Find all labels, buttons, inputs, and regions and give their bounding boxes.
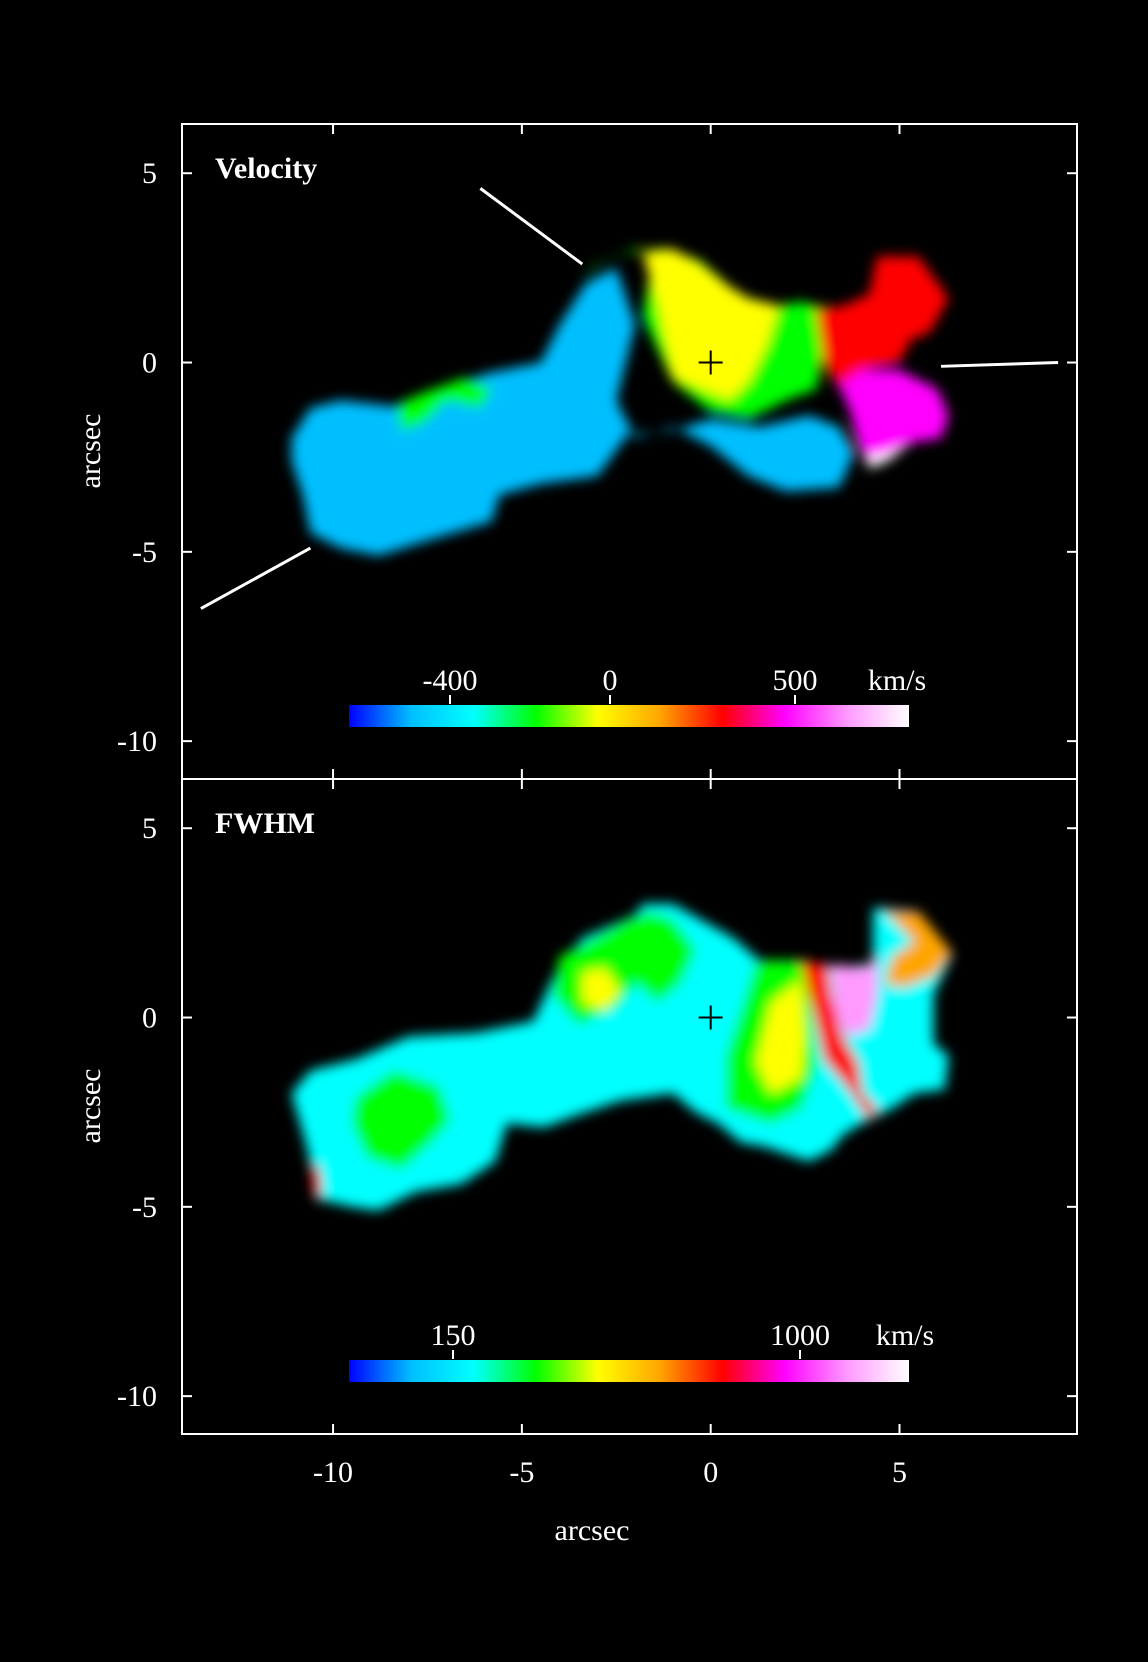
nucleus-cross-marker (698, 350, 723, 375)
map-region-blue-southwest (291, 267, 855, 556)
fwhm-panel-title: FWHM (215, 807, 315, 840)
map-region-orange-knot (582, 968, 621, 1010)
colorbar-unit-label: km/s (876, 1319, 934, 1352)
slit-line (200, 546, 312, 610)
colorbar-tick-label: 150 (431, 1319, 476, 1352)
colorbar-tick-label: 500 (773, 664, 818, 697)
velocity-colorbar (349, 705, 909, 727)
slit-line (941, 361, 1059, 368)
map-region-yellow-north (552, 911, 654, 1026)
x-tick-label: -10 (313, 1456, 353, 1489)
velocity-map (291, 248, 949, 556)
map-region-green-north (631, 911, 696, 1003)
map-region-green-knot (397, 377, 492, 431)
y-tick-label: -10 (117, 1380, 157, 1413)
fwhm-colorbar-labels: 150 1000 km/s (431, 1319, 934, 1359)
velocity-axis-ticks: 5 0 -5 -10 (117, 124, 1077, 779)
slit-line (479, 187, 584, 266)
map-region-green-southwest (351, 1070, 451, 1169)
map-region-white-east (831, 956, 877, 1037)
fwhm-y-axis-label: arcsec (74, 1069, 107, 1144)
y-tick-label: -5 (132, 1191, 157, 1224)
velocity-y-axis-label: arcsec (74, 414, 107, 489)
map-region-red-southwest-edge (310, 1165, 322, 1200)
map-region-red-streak (801, 960, 877, 1120)
colorbar-tick-label: 1000 (770, 1319, 830, 1352)
y-tick-label: 0 (142, 1002, 157, 1035)
velocity-panel: 5 0 -5 -10 Velocity arcsec -400 0 500 km/s (74, 123, 1078, 780)
map-region-magenta-east (839, 370, 949, 469)
colorbar-unit-label: km/s (868, 664, 926, 697)
y-tick-label: -5 (132, 536, 157, 569)
y-tick-label: -10 (117, 725, 157, 758)
map-region-orange-east (756, 979, 806, 1094)
y-tick-label: 0 (142, 347, 157, 380)
nucleus-cross-marker (698, 1005, 723, 1030)
map-region-yellow-core (642, 248, 779, 401)
map-region-white-east (865, 445, 908, 469)
fwhm-axis-ticks: -10 -5 0 5 5 0 -5 -10 (117, 779, 1077, 1489)
velocity-colorbar-labels: -400 0 500 km/s (423, 664, 926, 704)
map-region-red-northeast (816, 256, 949, 389)
map-region-orange-northeast (884, 911, 953, 988)
x-tick-label: 5 (892, 1456, 907, 1489)
y-tick-label: 5 (142, 157, 157, 190)
x-axis-label: arcsec (555, 1514, 630, 1547)
y-tick-label: 5 (142, 812, 157, 845)
colorbar-tick-label: 0 (603, 664, 618, 697)
x-tick-label: -5 (509, 1456, 534, 1489)
fwhm-plot-frame (181, 778, 1078, 1435)
x-tick-label: 0 (703, 1456, 718, 1489)
velocity-panel-title: Velocity (215, 152, 317, 185)
fwhm-panel: -10 -5 0 5 5 0 -5 -10 FWHM arcsec 150 1000 km/s a… (74, 778, 1078, 1547)
colorbar-tick-label: -400 (423, 664, 478, 697)
fwhm-map (291, 903, 953, 1211)
fwhm-colorbar (349, 1360, 909, 1382)
slit-position-lines (200, 187, 1059, 610)
